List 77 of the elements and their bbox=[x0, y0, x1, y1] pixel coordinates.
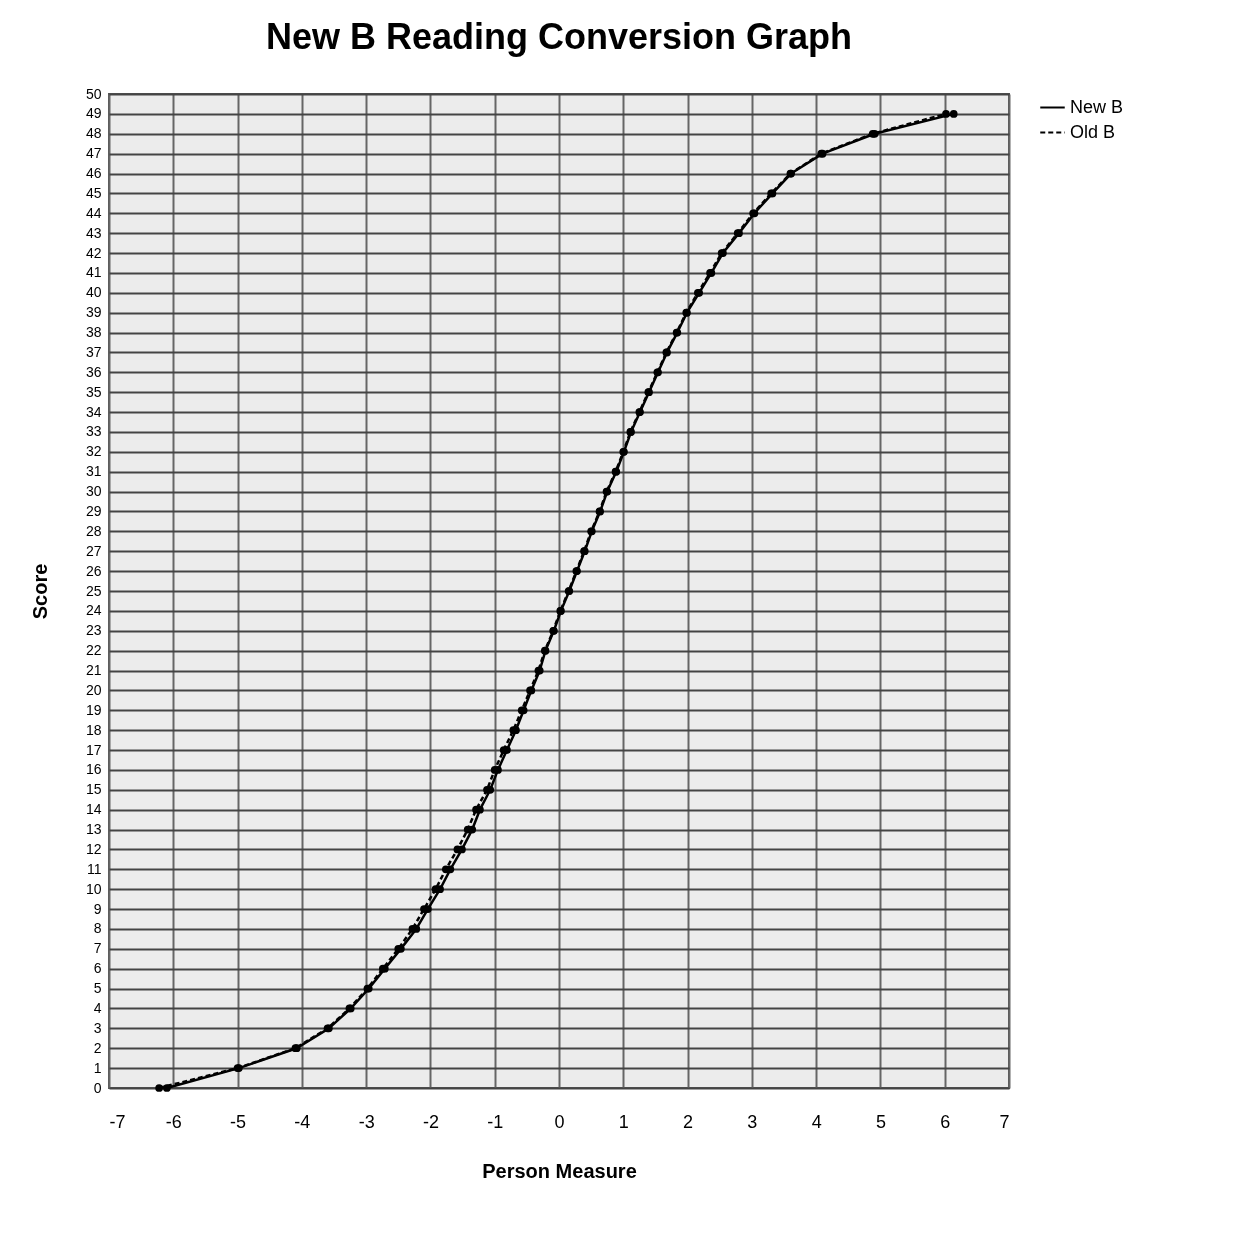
y-tick-label: 5 bbox=[93, 980, 102, 997]
y-axis-title: Score bbox=[28, 563, 51, 620]
y-tick-label: 34 bbox=[85, 403, 102, 420]
x-tick-label: 1 bbox=[618, 1111, 629, 1132]
x-tick-label: 7 bbox=[999, 1111, 1010, 1132]
y-tick-label: 6 bbox=[93, 960, 102, 977]
y-tick-label: 45 bbox=[85, 184, 102, 201]
y-tick-label: 30 bbox=[85, 483, 102, 500]
y-tick-label: 3 bbox=[93, 1019, 102, 1036]
y-tick-label: 32 bbox=[85, 443, 102, 460]
y-tick-label: 18 bbox=[85, 721, 102, 738]
x-tick-label: -2 bbox=[422, 1111, 439, 1132]
y-tick-label: 0 bbox=[93, 1079, 102, 1096]
x-tick-label: -6 bbox=[165, 1111, 182, 1132]
y-tick-label: 9 bbox=[93, 900, 102, 917]
y-tick-label: 19 bbox=[85, 701, 102, 718]
y-tick-label: 14 bbox=[85, 801, 102, 818]
point bbox=[540, 646, 549, 655]
y-tick-label: 23 bbox=[85, 622, 102, 639]
y-tick-label: 15 bbox=[85, 781, 102, 798]
y-tick-label: 46 bbox=[85, 165, 102, 182]
y-tick-label: 39 bbox=[85, 304, 102, 321]
y-tick-label: 4 bbox=[93, 999, 102, 1016]
y-tick-label: 49 bbox=[85, 105, 102, 122]
y-tick-label: 28 bbox=[85, 522, 102, 539]
y-tick-label: 42 bbox=[85, 244, 102, 261]
y-tick-label: 29 bbox=[85, 502, 102, 519]
point bbox=[155, 1084, 164, 1092]
y-tick-label: 35 bbox=[85, 383, 102, 400]
y-tick-label: 25 bbox=[85, 582, 102, 599]
y-tick-label: 36 bbox=[85, 363, 102, 380]
y-tick-label: 17 bbox=[85, 741, 102, 758]
x-tick-label: 6 bbox=[940, 1111, 951, 1132]
y-tick-label: 38 bbox=[85, 324, 102, 341]
x-tick-label: 2 bbox=[683, 1111, 694, 1132]
x-tick-label: -3 bbox=[358, 1111, 375, 1132]
y-tick-label: 12 bbox=[85, 840, 102, 857]
y-tick-label: 43 bbox=[85, 224, 102, 241]
y-tick-label: 22 bbox=[85, 642, 102, 659]
x-tick-label: 0 bbox=[554, 1111, 565, 1132]
y-tick-label: 20 bbox=[85, 681, 102, 698]
point bbox=[162, 1084, 171, 1092]
y-tick-label: 16 bbox=[85, 761, 102, 778]
x-tick-label: -7 bbox=[109, 1111, 126, 1132]
y-tick-label: 33 bbox=[85, 423, 102, 440]
legend-label: Old B bbox=[1070, 121, 1116, 142]
y-tick-label: 31 bbox=[85, 463, 102, 480]
x-tick-label: -5 bbox=[230, 1111, 247, 1132]
point bbox=[949, 110, 958, 118]
x-tick-label: -1 bbox=[487, 1111, 504, 1132]
x-tick-label: 4 bbox=[811, 1111, 822, 1132]
chart-title: New B Reading Conversion Graph bbox=[265, 16, 853, 57]
y-tick-label: 44 bbox=[85, 204, 102, 221]
point bbox=[942, 110, 950, 118]
y-tick-label: 1 bbox=[93, 1059, 102, 1076]
y-tick-label: 8 bbox=[93, 920, 102, 937]
y-tick-label: 27 bbox=[85, 542, 102, 559]
y-tick-label: 48 bbox=[85, 125, 102, 142]
y-tick-label: 21 bbox=[85, 662, 102, 679]
y-tick-label: 10 bbox=[85, 880, 102, 897]
y-tick-label: 13 bbox=[85, 821, 102, 838]
y-tick-label: 50 bbox=[85, 85, 102, 102]
x-tick-label: 3 bbox=[747, 1111, 758, 1132]
x-tick-label: -4 bbox=[294, 1111, 311, 1132]
y-tick-label: 7 bbox=[93, 940, 102, 957]
x-axis-title: Person Measure bbox=[482, 1159, 637, 1182]
y-tick-label: 24 bbox=[85, 602, 102, 619]
y-tick-label: 37 bbox=[85, 343, 102, 360]
point bbox=[587, 527, 596, 536]
legend-label: New B bbox=[1070, 96, 1124, 117]
x-tick-label: 5 bbox=[875, 1111, 886, 1132]
y-tick-label: 2 bbox=[93, 1039, 102, 1056]
y-tick-label: 11 bbox=[86, 860, 102, 877]
y-tick-label: 41 bbox=[85, 264, 102, 281]
y-tick-label: 26 bbox=[85, 562, 102, 579]
y-tick-label: 40 bbox=[85, 284, 102, 301]
y-tick-label: 47 bbox=[85, 145, 102, 162]
